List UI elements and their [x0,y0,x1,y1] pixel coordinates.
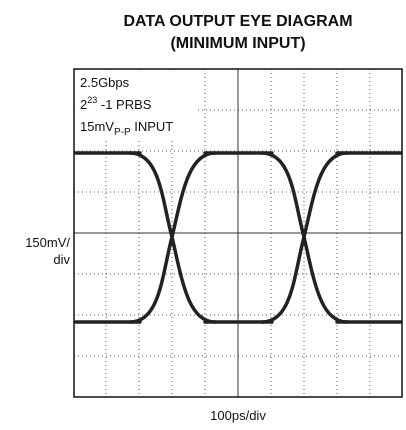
x-axis-label: 100ps/div [210,408,266,423]
title-line: (MINIMUM INPUT) [170,35,305,52]
rising-edge [260,151,349,324]
annotation-bg [78,72,196,138]
annotation: 2.5Gbps [80,75,130,90]
title-line: DATA OUTPUT EYE DIAGRAM [123,13,352,30]
grid [74,69,402,397]
annotation-part: -1 PRBS [97,97,152,112]
annotation-part: 15mV [80,119,114,134]
annotation: 223 -1 PRBS [80,95,152,112]
eye-traces [74,151,403,324]
annotation-sup: 23 [87,95,97,105]
annotation-part: INPUT [131,119,174,134]
annotation: 15mVP-P INPUT [80,119,173,138]
annotation-sub: P-P [114,127,131,138]
y-axis-label: 150mV/ [25,235,70,250]
plot-frame [73,68,403,398]
y-axis-label: div [53,252,70,267]
rising-edge [128,151,217,324]
annotation-part: 2 [80,97,87,112]
